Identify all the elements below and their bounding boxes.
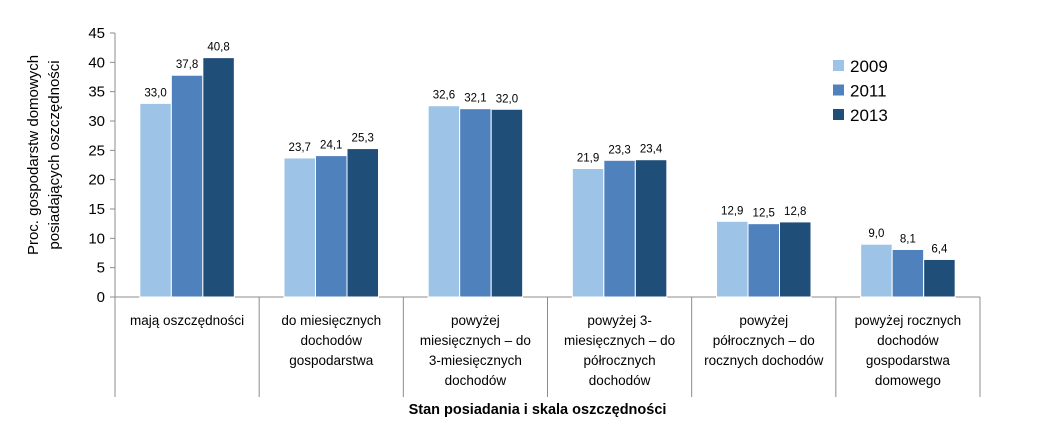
- x-category-label: 3-miesięcznych: [429, 353, 522, 368]
- x-category-label: dochodów: [445, 373, 507, 388]
- chart-legend: 2009 2011 2013: [833, 57, 888, 125]
- x-category-label: powyżej: [739, 313, 788, 328]
- x-category-label: półrocznych – do: [713, 333, 815, 348]
- y-tick-label: 5: [97, 260, 105, 277]
- data-label: 23,4: [640, 144, 663, 156]
- y-tick-label: 0: [97, 289, 105, 306]
- legend-swatch-2009: [833, 60, 844, 71]
- bar-2013: [923, 258, 956, 298]
- y-tick-label: 30: [88, 113, 105, 130]
- y-axis-title: posiadających oszczędności: [46, 60, 63, 249]
- bar-2009: [716, 220, 749, 298]
- data-label: 32,6: [433, 90, 455, 102]
- chart-labels: 33,0 37,8 40,8 mają oszczędności 23,7 24,1 25,…: [25, 42, 961, 418]
- legend-label: 2009: [850, 57, 888, 76]
- chart-axes: 0 5 10 15 20 25 30 35 40 45: [88, 25, 981, 397]
- bar-2011: [747, 223, 780, 298]
- x-category-label: miesięcznych – do: [564, 333, 675, 348]
- x-category-label: powyżej 3-: [587, 313, 652, 328]
- bar-2011: [459, 108, 492, 298]
- data-label: 33,0: [144, 87, 166, 99]
- y-tick-label: 15: [88, 201, 105, 218]
- data-label: 23,3: [608, 144, 630, 156]
- bar-2013: [202, 57, 235, 298]
- bar-2009: [283, 157, 316, 298]
- x-category-label: półrocznych: [584, 353, 656, 368]
- y-tick-label: 45: [88, 25, 105, 42]
- x-category-label: powyżej: [451, 313, 500, 328]
- data-label: 12,8: [784, 206, 806, 218]
- x-category-label: powyżej rocznych: [855, 313, 962, 328]
- x-axis-title: Stan posiadania i skala oszczędności: [409, 402, 667, 418]
- data-label: 25,3: [352, 133, 374, 145]
- y-tick-label: 35: [88, 84, 105, 101]
- bar-2013: [634, 159, 668, 298]
- bar-2009: [139, 102, 172, 298]
- data-label: 24,1: [320, 140, 342, 152]
- x-category-label: gospodarstwa: [289, 353, 374, 368]
- bar-2011: [603, 159, 636, 298]
- bar-2009: [427, 105, 461, 298]
- x-category-label: mają oszczędności: [130, 313, 244, 328]
- chart-bars: [139, 57, 956, 298]
- y-tick-label: 25: [88, 142, 105, 159]
- y-tick-label: 10: [88, 230, 105, 247]
- bar-2009: [860, 243, 893, 298]
- x-category-label: do miesięcznych: [281, 313, 381, 328]
- x-category-label: miesięcznych – do: [420, 333, 531, 348]
- data-label: 6,4: [931, 243, 948, 255]
- x-category-label: gospodarstwa: [866, 353, 951, 368]
- legend-swatch-2013: [833, 109, 844, 120]
- data-label: 32,0: [496, 93, 518, 105]
- y-tick-label: 20: [88, 172, 105, 189]
- data-label: 40,8: [207, 42, 229, 54]
- x-category-label: dochodów: [300, 333, 362, 348]
- data-label: 23,7: [289, 142, 311, 154]
- y-tick-label: 40: [88, 54, 105, 71]
- bar-2011: [170, 74, 204, 298]
- bar-2011: [891, 248, 925, 298]
- data-label: 8,1: [900, 233, 916, 245]
- data-label: 12,9: [721, 205, 743, 217]
- x-category-label: dochodów: [877, 333, 939, 348]
- legend-label: 2013: [850, 106, 888, 125]
- bar-2013: [346, 148, 379, 298]
- bar-2013: [779, 221, 812, 298]
- x-category-label: rocznych dochodów: [704, 353, 824, 368]
- data-label: 21,9: [577, 153, 599, 165]
- legend-label: 2011: [850, 82, 887, 101]
- bar-2013: [490, 108, 524, 298]
- data-label: 12,5: [753, 208, 775, 220]
- bar-2011: [315, 155, 348, 298]
- legend-swatch-2011: [833, 84, 844, 96]
- x-category-label: dochodów: [589, 373, 651, 388]
- data-label: 9,0: [868, 228, 884, 240]
- bar-2009: [571, 168, 605, 298]
- x-category-label: domowego: [875, 373, 941, 388]
- y-axis-title: Proc. gospodarstw domowych: [25, 55, 42, 255]
- data-label: 37,8: [176, 59, 198, 71]
- data-label: 32,1: [464, 93, 486, 105]
